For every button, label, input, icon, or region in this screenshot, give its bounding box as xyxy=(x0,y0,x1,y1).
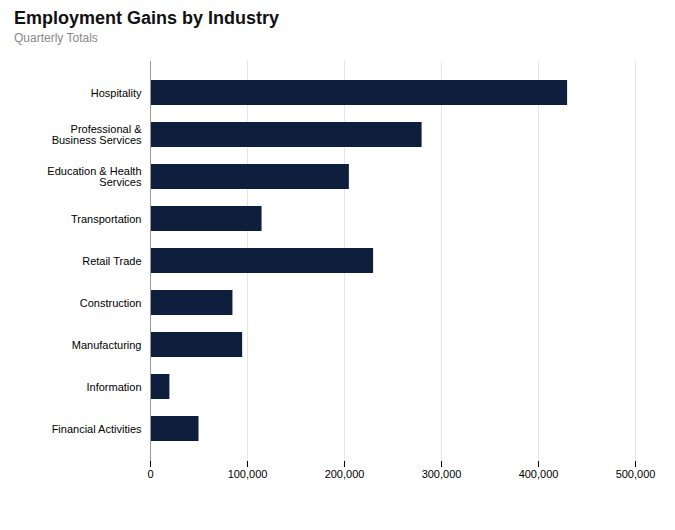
html-text:Employment Gains by Industry: Employment Gains by Industry xyxy=(14,8,280,28)
svg-text:100,000: 100,000 xyxy=(228,468,268,480)
svg-text:Transportation: Transportation xyxy=(71,213,142,225)
svg-text:Manufacturing: Manufacturing xyxy=(72,339,142,351)
svg-text:400,000: 400,000 xyxy=(519,468,559,480)
svg-text:Retail Trade: Retail Trade xyxy=(82,255,141,267)
svg-text:500,000: 500,000 xyxy=(616,468,656,480)
svg-text:Construction: Construction xyxy=(80,297,142,309)
svg-text:Education & HealthServices: Education & HealthServices xyxy=(47,165,142,188)
svg-text:Information: Information xyxy=(86,381,141,393)
svg-text:Financial Activities: Financial Activities xyxy=(52,423,142,435)
svg-text:200,000: 200,000 xyxy=(325,468,365,480)
svg-text:Hospitality: Hospitality xyxy=(91,87,142,99)
svg-text:300,000: 300,000 xyxy=(422,468,462,480)
html-text:Quarterly Totals: Quarterly Totals xyxy=(14,31,98,45)
svg-text:0: 0 xyxy=(147,468,153,480)
svg-text:Professional &Business Service: Professional &Business Services xyxy=(52,123,143,146)
